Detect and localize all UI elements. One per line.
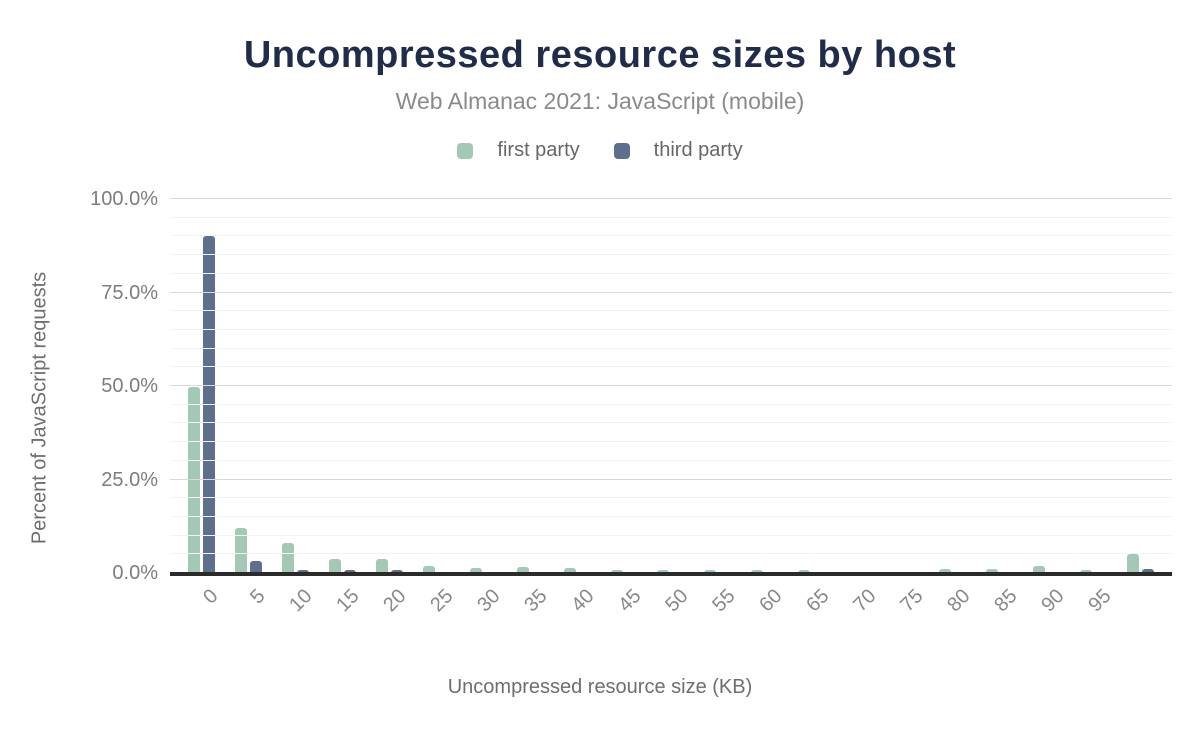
y-axis-tick-label: 25.0% — [101, 468, 158, 491]
minor-gridline — [170, 366, 1172, 368]
major-gridline — [170, 385, 1172, 386]
legend-item-first-party[interactable]: first party — [457, 139, 580, 162]
bar-third-party[interactable] — [1142, 568, 1155, 573]
minor-gridline — [170, 403, 1172, 405]
bar-first-party[interactable] — [187, 386, 200, 573]
bar-third-party[interactable] — [390, 570, 403, 573]
chart-subtitle: Web Almanac 2021: JavaScript (mobile) — [395, 88, 805, 114]
x-axis-tick-label: 35 — [520, 585, 552, 617]
x-axis-tick-label: 40 — [567, 585, 599, 617]
x-axis-tick-label: 50 — [661, 585, 693, 617]
y-axis-tick-label: 100.0% — [90, 188, 158, 210]
minor-gridline — [170, 534, 1172, 536]
major-gridline — [170, 198, 1172, 199]
bar-first-party[interactable] — [375, 559, 388, 573]
bar-group-20kb — [366, 188, 413, 573]
x-axis-tick-label: 30 — [473, 585, 505, 617]
x-axis-tick-label: 5 — [246, 585, 270, 609]
major-gridline — [170, 478, 1172, 480]
bar-group-10kb — [272, 188, 319, 573]
x-axis-tick-label: 45 — [614, 585, 646, 617]
y-axis-tick-label: 50.0% — [101, 375, 158, 397]
minor-gridline — [170, 553, 1172, 555]
legend-swatch-first-party — [457, 142, 474, 159]
bar-first-party[interactable] — [1033, 565, 1046, 573]
bar-first-party[interactable] — [751, 569, 764, 573]
bars-layer — [178, 188, 1164, 573]
bar-first-party[interactable] — [1080, 570, 1093, 573]
x-axis-tick-label: 75 — [896, 585, 928, 617]
y-axis-tick-label: 75.0% — [101, 281, 158, 304]
bar-third-party[interactable] — [249, 560, 262, 573]
bar-first-party[interactable] — [986, 568, 999, 573]
legend-item-third-party[interactable]: third party — [613, 139, 743, 162]
legend-label: first party — [497, 139, 580, 161]
x-axis-tick-label: 65 — [802, 585, 834, 617]
x-axis-tick-label: 70 — [849, 585, 881, 617]
bar-group-15kb — [319, 188, 366, 573]
x-axis-tick-label: 20 — [379, 585, 411, 617]
minor-gridline — [170, 515, 1172, 517]
bar-first-party[interactable] — [281, 543, 294, 573]
bar-third-party[interactable] — [296, 569, 309, 573]
x-axis-line — [170, 572, 1172, 576]
bar-first-party[interactable] — [704, 570, 717, 573]
bar-group-0kb — [178, 188, 225, 573]
x-axis-tick-label: 90 — [1036, 585, 1069, 617]
bar-first-party[interactable] — [798, 570, 811, 573]
minor-gridline — [170, 328, 1172, 330]
x-axis-tick-label: 80 — [942, 585, 975, 617]
minor-gridline — [170, 310, 1172, 312]
minor-gridline — [170, 347, 1172, 349]
y-axis-title: Percent of JavaScript requests — [28, 271, 51, 545]
x-axis-tick-label: 0 — [199, 585, 224, 609]
minor-gridline — [170, 235, 1172, 237]
x-axis-tick-label: 55 — [708, 585, 740, 617]
bar-group-100kb — [1117, 188, 1164, 573]
minor-gridline — [170, 272, 1172, 274]
bar-group-5kb — [225, 188, 272, 573]
legend-swatch-third-party — [613, 142, 630, 159]
bar-first-party[interactable] — [328, 558, 341, 573]
bar-first-party[interactable] — [563, 568, 576, 573]
legend-label: third party — [653, 139, 743, 161]
x-axis-tick-label: 15 — [332, 585, 364, 617]
legend: first party third party — [0, 139, 1200, 162]
minor-gridline — [170, 459, 1172, 461]
bar-first-party[interactable] — [610, 569, 623, 573]
minor-gridline — [170, 441, 1172, 443]
bar-first-party[interactable] — [469, 567, 482, 573]
minor-gridline — [170, 422, 1172, 424]
x-axis-tick-label: 10 — [285, 585, 317, 617]
bar-first-party[interactable] — [939, 569, 952, 573]
bar-third-party[interactable] — [202, 236, 215, 573]
minor-gridline — [170, 497, 1172, 499]
major-gridline — [170, 291, 1172, 293]
x-axis-tick-label: 60 — [755, 585, 787, 617]
bar-first-party[interactable] — [234, 528, 247, 573]
plot-area — [170, 188, 1172, 573]
x-axis-title: Uncompressed resource size (KB) — [447, 676, 753, 698]
minor-gridline — [170, 216, 1172, 218]
bar-first-party[interactable] — [657, 570, 670, 573]
chart-title: Uncompressed resource sizes by host — [243, 34, 957, 76]
x-axis-tick-label: 85 — [989, 585, 1022, 617]
bar-first-party[interactable] — [1127, 553, 1140, 573]
x-axis-tick-label: 95 — [1083, 585, 1116, 617]
x-axis-tick-label: 25 — [426, 585, 458, 617]
bar-third-party[interactable] — [343, 569, 356, 573]
minor-gridline — [170, 254, 1172, 256]
bar-first-party[interactable] — [516, 567, 529, 573]
y-axis-tick-label: 0.0% — [112, 562, 158, 584]
bar-first-party[interactable] — [422, 566, 435, 573]
